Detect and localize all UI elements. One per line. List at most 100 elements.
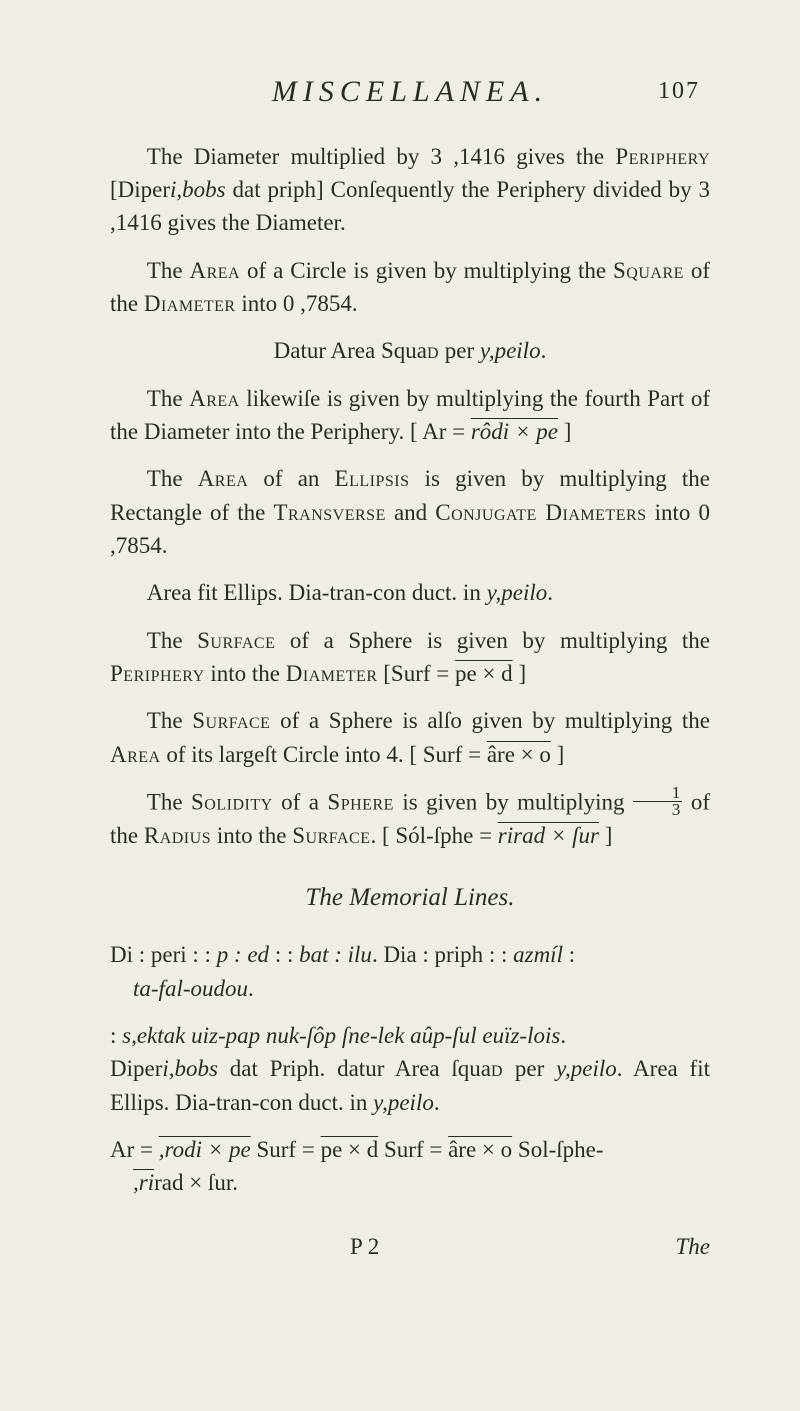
memorial-line-2: : s,ektak uiz-pap nuk-ſôp ſne-lek aûp-ſu…: [110, 1019, 710, 1119]
page: MISCELLANEA. 107 The Diameter multiplied…: [0, 0, 800, 1411]
text: Area: [110, 742, 161, 767]
para-area-fourth: The Area likewiſe is given by multiplyin…: [110, 382, 710, 449]
text: rad × ſur.: [154, 1170, 238, 1195]
formula: ,ri: [133, 1170, 154, 1195]
text: per: [439, 338, 480, 363]
signature-mark: P 2: [350, 1230, 379, 1263]
text: Diameter: [144, 291, 236, 316]
text: y,peilo: [556, 1056, 617, 1081]
text: per: [503, 1056, 556, 1081]
text: d: [427, 338, 439, 363]
text: Ellipsis: [335, 466, 410, 491]
text: p : ed: [217, 942, 269, 967]
text: . Dia : priph : :: [372, 942, 513, 967]
text: of an: [248, 466, 334, 491]
text: Sphere: [327, 789, 393, 814]
para-area-circle: The Area of a Circle is given by multipl…: [110, 254, 710, 321]
text: into the: [205, 661, 286, 686]
text: azmíl: [513, 942, 563, 967]
formula: pe × d: [455, 661, 513, 686]
text: i,bobs: [170, 177, 226, 202]
text: is given by multiplying: [394, 789, 633, 814]
text: The: [147, 466, 198, 491]
formula: rirad × ſur: [498, 823, 599, 848]
text: Periphery: [615, 144, 710, 169]
text: The: [147, 708, 192, 733]
catchword: The: [676, 1230, 711, 1263]
text: Ar =: [110, 1137, 159, 1162]
page-number: 107: [658, 74, 700, 109]
text: The: [147, 386, 189, 411]
text: ]: [558, 419, 571, 444]
para-solidity: The Solidity of a Sphere is given by mul…: [110, 785, 710, 852]
text: .: [248, 976, 254, 1001]
text: .: [560, 1023, 566, 1048]
text: Surface: [197, 628, 275, 653]
text: bat : ilu: [299, 942, 372, 967]
line-area-fit: Area fit Ellips. Dia-tran-con duct. in y…: [110, 576, 710, 609]
text: The: [147, 789, 191, 814]
memorial-title: The Memorial Lines.: [110, 880, 710, 916]
text: ]: [599, 823, 612, 848]
text: [Diper: [110, 177, 170, 202]
text: [Surf =: [378, 661, 456, 686]
memorial-line-3: Ar = ,rodi × pe Surf = pe × d Surf = âre…: [110, 1133, 710, 1200]
text: of its largeſt Circle into 4. [ Surf =: [161, 742, 487, 767]
text: .: [547, 580, 553, 605]
text: y,peilo: [487, 580, 548, 605]
running-head: MISCELLANEA. 107: [110, 70, 710, 114]
text: d: [491, 1056, 503, 1081]
text: y,peilo: [480, 338, 541, 363]
line-datur: Datur Area Squad per y,peilo.: [110, 334, 710, 367]
text: .: [434, 1090, 440, 1115]
text: Surface: [292, 823, 370, 848]
memorial-line-1: Di : peri : : p : ed : : bat : ilu. Dia …: [110, 938, 710, 1005]
text: ]: [513, 661, 526, 686]
text: :: [563, 942, 575, 967]
text: The: [147, 628, 197, 653]
text: of a Sphere is given by multiplying the: [275, 628, 710, 653]
text: Area: [190, 258, 241, 283]
text: Solidity: [191, 789, 273, 814]
text: Periphery: [110, 661, 205, 686]
text: of a Sphere is alſo given by multiplying…: [270, 708, 710, 733]
text: ta-fal-oudou: [133, 976, 248, 1001]
text: y,peilo: [373, 1090, 434, 1115]
text: Di : peri : :: [110, 942, 217, 967]
fraction-one-third: 13: [633, 785, 682, 817]
text: Surf =: [251, 1137, 321, 1162]
text: of a Circle is given by multiplying the: [240, 258, 613, 283]
para-surface-sphere-1: The Surface of a Sphere is given by mult…: [110, 624, 710, 691]
text: . [ Sól-ſphe =: [370, 823, 497, 848]
text: Datur Area Squa: [274, 338, 427, 363]
text: Area fit Ellips. Dia-tran-con duct. in: [147, 580, 487, 605]
para-ellipsis: The Area of an Ellipsis is given by mult…: [110, 462, 710, 562]
formula: ,rodi × pe: [159, 1137, 251, 1162]
text: Square: [613, 258, 684, 283]
text: :: [110, 1023, 122, 1048]
text: of a: [273, 789, 328, 814]
formula: rôdi × pe: [471, 419, 558, 444]
text: into the: [211, 823, 292, 848]
text: Diameter: [286, 661, 378, 686]
formula: âre × o: [487, 742, 551, 767]
para-diameter: The Diameter multiplied by 3 ,1416 gives…: [110, 140, 710, 240]
signature-line: P 2 The: [110, 1230, 710, 1263]
text: Conjugate Diameters: [435, 500, 646, 525]
text: Diper: [110, 1056, 162, 1081]
text: i,bobs: [162, 1056, 218, 1081]
text: Surface: [192, 708, 270, 733]
text: : :: [269, 942, 299, 967]
text: Area: [198, 466, 249, 491]
text: Transverſe: [273, 500, 385, 525]
text: s,ektak uiz-pap nuk-ſôp ſne-lek aûp-ſul …: [122, 1023, 560, 1048]
text: ]: [551, 742, 564, 767]
text: Area: [189, 386, 240, 411]
para-surface-sphere-2: The Surface of a Sphere is alſo given by…: [110, 704, 710, 771]
text: into 0 ,7854.: [236, 291, 358, 316]
text: Radius: [144, 823, 211, 848]
text: dat Priph. datur Area ſqua: [218, 1056, 491, 1081]
text: The Diameter multiplied by 3 ,1416 gives…: [147, 144, 616, 169]
text: The: [147, 258, 190, 283]
formula: pe × d: [321, 1137, 379, 1162]
